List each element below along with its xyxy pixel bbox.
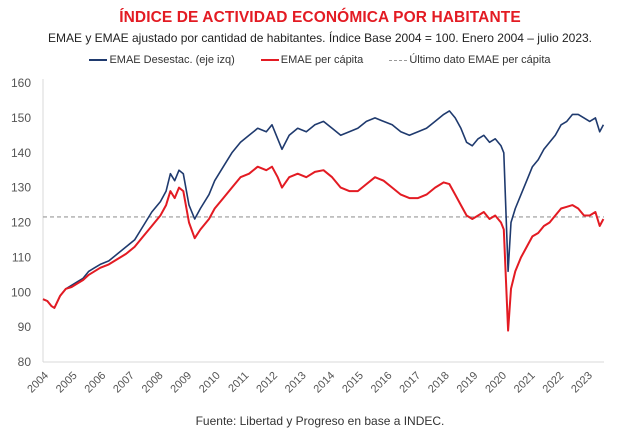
chart-legend: EMAE Desestac. (eje izq) EMAE per cápita… (0, 54, 640, 66)
x-axis: 2004 2005 2006 2007 2008 2009 2010 2011 2012 2013… (25, 361, 604, 396)
y-tick-label: 100 (11, 285, 31, 299)
legend-item-emae: EMAE Desestac. (eje izq) (89, 54, 235, 66)
chart-title: ÍNDICE DE ACTIVIDAD ECONÓMICA POR HABITA… (119, 9, 521, 26)
y-tick-label: 90 (18, 320, 32, 334)
x-tick-label: 2006 (83, 370, 109, 396)
series-line-emae (42, 110, 605, 309)
y-tick-label: 130 (11, 181, 31, 195)
x-tick-label: 2012 (254, 370, 280, 396)
x-tick-label: 2010 (197, 370, 223, 396)
y-tick-label: 140 (11, 146, 31, 160)
x-tick-label: 2011 (226, 370, 251, 395)
x-tick-label: 2008 (140, 370, 166, 396)
x-tick-label: 2005 (54, 370, 80, 396)
y-tick-label: 150 (11, 111, 31, 125)
series-lines (42, 110, 605, 332)
y-tick-label: 80 (18, 355, 32, 369)
legend-swatch-emae (89, 59, 108, 61)
y-tick-label: 110 (12, 250, 31, 264)
x-tick-label: 2015 (340, 370, 366, 396)
legend-item-per-capita: EMAE per cápita (260, 54, 364, 66)
y-tick-label: 160 (11, 76, 31, 90)
series-line-per-capita (42, 165, 605, 332)
x-tick-label: 2013 (283, 370, 309, 396)
x-tick-label: 2014 (312, 370, 338, 396)
legend-label-reference: Último dato EMAE per cápita (409, 54, 551, 66)
legend-item-reference: Último dato EMAE per cápita (389, 54, 551, 66)
x-tick-label: 2021 (512, 370, 538, 396)
x-tick-label: 2017 (397, 370, 423, 396)
x-tick-label: 2004 (25, 370, 51, 396)
chart-subtitle: EMAE y EMAE ajustado por cantidad de hab… (47, 31, 593, 45)
legend-label-per-capita: EMAE per cápita (280, 54, 364, 66)
x-tick-label: 2018 (426, 370, 452, 396)
legend-label-emae: EMAE Desestac. (eje izq) (109, 54, 235, 66)
y-tick-label: 120 (11, 216, 31, 230)
x-tick-label: 2016 (369, 370, 395, 396)
x-tick-label: 2009 (168, 370, 194, 396)
x-tick-label: 2023 (569, 370, 595, 396)
x-tick-label: 2022 (541, 370, 567, 396)
legend-swatch-per-capita (260, 59, 279, 61)
chart-source: Fuente: Libertad y Progreso en base a IN… (195, 414, 445, 428)
x-tick-label: 2020 (483, 370, 509, 396)
x-tick-label: 2007 (111, 370, 137, 396)
y-axis: 80 90 100 110 120 130 140 150 160 (11, 76, 44, 369)
legend-swatch-reference (389, 59, 408, 61)
x-tick-label: 2019 (455, 370, 481, 396)
